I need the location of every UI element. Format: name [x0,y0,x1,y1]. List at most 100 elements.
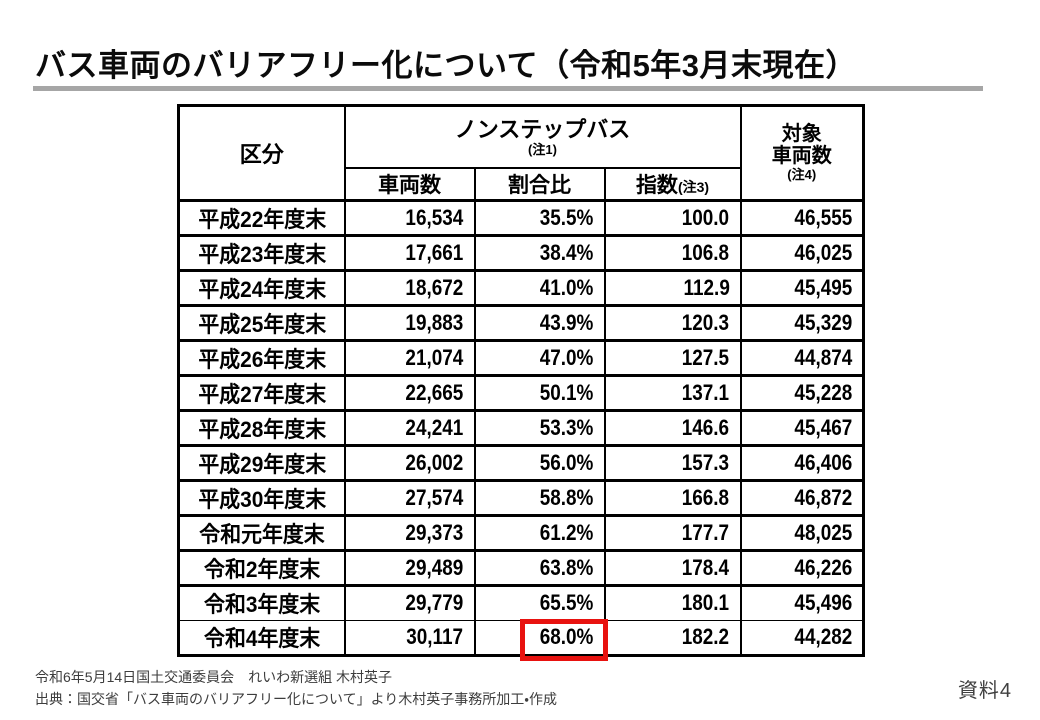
cell-index: 157.3 [603,443,742,482]
header-index-note: (注3) [677,178,710,195]
cell-label: 平成29年度末 [177,443,346,482]
header-target-note: (注4) [787,166,817,182]
cell-value: 44,874 [794,344,852,370]
header-nonstep-note: (注1) [528,141,557,157]
cell-value: 41.0% [539,274,594,300]
cell-ratio: 65.5% [473,583,606,621]
cell-value: 平成26年度末 [197,346,326,372]
cell-value: 16,534 [405,204,464,230]
cell-index: 182.2 [603,619,742,657]
cell-target: 45,228 [739,373,865,412]
cell-target: 44,874 [739,338,865,377]
cell-value: 令和元年度末 [199,521,325,547]
cell-value: 18,672 [405,274,464,300]
footer-committee-line: 令和6年5月14日国土交通委員会 れいわ新選組 木村英子 [35,669,393,685]
table-row: 平成30年度末 27,574 58.8% 166.8 46,872 [177,478,865,517]
cell-index: 127.5 [603,338,742,377]
cell-value: 63.8% [539,554,594,580]
cell-value: 56.0% [539,449,594,475]
cell-ratio: 56.0% [473,443,606,482]
cell-label: 平成27年度末 [177,373,346,412]
cell-value: 61.2% [539,519,594,545]
cell-target: 46,025 [739,233,865,272]
cell-value: 46,555 [794,204,852,230]
cell-value: 令和3年度末 [203,592,320,617]
cell-value: 22,665 [405,379,464,405]
cell-value: 平成29年度末 [197,451,326,477]
cell-vehicles: 21,074 [343,338,476,377]
cell-value: 29,779 [405,590,464,615]
table-row: 平成27年度末 22,665 50.1% 137.1 45,228 [177,373,865,412]
cell-target: 45,496 [739,583,865,621]
table-row: 平成22年度末 16,534 35.5% 100.0 46,555 [177,198,865,237]
cell-value: 29,373 [405,519,464,545]
cell-vehicles: 22,665 [343,373,476,412]
cell-value: 47.0% [539,344,594,370]
cell-value: 137.1 [682,379,730,405]
cell-index: 180.1 [603,583,742,621]
cell-value: 182.2 [682,624,730,649]
cell-vehicles: 19,883 [343,303,476,342]
cell-ratio: 58.8% [473,478,606,517]
cell-value: 45,329 [794,309,852,335]
table-row: 令和元年度末 29,373 61.2% 177.7 48,025 [177,513,865,552]
cell-vehicles: 29,489 [343,548,476,587]
header-index: 指数(注3) [603,166,742,202]
cell-label: 令和2年度末 [177,548,346,587]
cell-vehicles: 26,002 [343,443,476,482]
cell-value: 26,002 [405,449,464,475]
cell-value: 48,025 [794,519,852,545]
cell-ratio: 61.2% [473,513,606,552]
cell-target: 48,025 [739,513,865,552]
table-row: 平成29年度末 26,002 56.0% 157.3 46,406 [177,443,865,482]
cell-value: 27,574 [405,484,464,510]
cell-value: 45,228 [794,379,852,405]
cell-ratio: 63.8% [473,548,606,587]
header-ratio: 割合比 [473,166,606,202]
cell-value: 38.4% [539,239,594,265]
cell-value: 30,117 [406,624,464,649]
cell-value: 45,496 [794,590,852,615]
cell-ratio: 47.0% [473,338,606,377]
cell-value: 17,661 [405,239,464,265]
cell-vehicles: 24,241 [343,408,476,447]
cell-value: 178.4 [682,554,730,580]
cell-value: 21,074 [405,344,464,370]
header-target-vehicles: 対象 車両数 (注4) [739,104,865,202]
table-row: 平成28年度末 24,241 53.3% 146.6 45,467 [177,408,865,447]
cell-value: 45,495 [794,274,852,300]
cell-vehicles: 29,779 [343,583,476,621]
cell-target: 46,406 [739,443,865,482]
footer-attribution: 令和6年5月14日国土交通委員会 れいわ新選組 木村英子 出典：国交省「バス車両… [35,666,557,710]
cell-vehicles: 18,672 [343,268,476,307]
cell-target: 46,555 [739,198,865,237]
cell-target: 46,872 [739,478,865,517]
header-kubun: 区分 [177,104,346,202]
cell-index: 106.8 [603,233,742,272]
table-row: 平成24年度末 18,672 41.0% 112.9 45,495 [177,268,865,307]
cell-vehicles: 17,661 [343,233,476,272]
cell-value: 65.5% [539,590,594,615]
cell-vehicles: 27,574 [343,478,476,517]
cell-value: 46,226 [794,554,852,580]
cell-value: 令和2年度末 [203,556,320,582]
cell-ratio: 53.3% [473,408,606,447]
cell-value: 35.5% [539,204,594,230]
cell-target: 44,282 [739,619,865,657]
table-body: 平成22年度末 16,534 35.5% 100.0 46,555 平成23年度末 17,6… [177,198,865,661]
document-number-label: 資料4 [957,680,1012,702]
cell-ratio: 41.0% [473,268,606,307]
cell-value: 68.0% [539,624,594,649]
cell-value: 平成28年度末 [197,416,326,442]
cell-label: 平成26年度末 [177,338,346,377]
table-container: 区分 ノンステップバス (注1) 対象 車両数 (注4) 車両数 割合比 指数(… [177,104,865,661]
cell-index: 177.7 [603,513,742,552]
cell-value: 19,883 [405,309,464,335]
cell-index: 120.3 [603,303,742,342]
cell-label: 平成22年度末 [177,198,346,237]
cell-label: 令和4年度末 [177,619,346,657]
cell-value: 24,241 [405,414,464,440]
cell-value: 127.5 [682,344,730,370]
cell-vehicles: 16,534 [343,198,476,237]
